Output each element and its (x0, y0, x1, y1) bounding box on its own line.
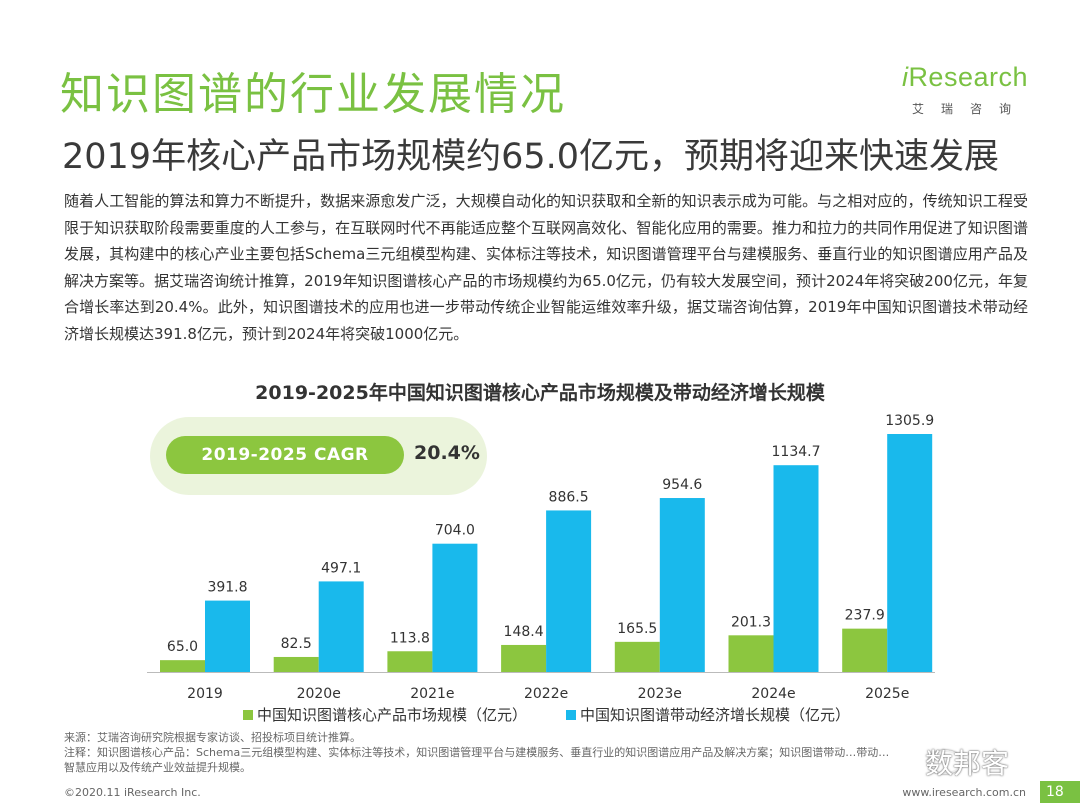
page-number: 18 (1040, 781, 1080, 803)
bar-economic-growth (205, 600, 250, 672)
legend-swatch (566, 710, 576, 720)
x-tick-label: 2020e (297, 686, 341, 702)
bar-core-market (387, 651, 433, 672)
bar-core-market (614, 641, 660, 672)
watermark: 数邦客 (925, 747, 1010, 780)
data-label-economic-growth: 1134.7 (772, 444, 821, 460)
bar-economic-growth (318, 581, 364, 672)
x-tick-label: 2022e (524, 686, 568, 702)
x-tick-label: 2024e (751, 686, 795, 702)
logo-wordmark: iResearch (901, 62, 1028, 92)
bar-economic-growth (659, 498, 705, 672)
iresearch-logo: iResearch 艾瑞咨询 (893, 58, 1028, 128)
data-label-core-market: 82.5 (281, 636, 312, 652)
bar-core-market (501, 644, 547, 672)
data-label-economic-growth: 1305.9 (885, 413, 934, 429)
bar-core-market (842, 628, 888, 672)
legend-swatch (243, 710, 253, 720)
footer-url: www.iresearch.com.cn (902, 786, 1026, 799)
page-title: 知识图谱的行业发展情况 (60, 69, 566, 120)
bar-core-market (728, 635, 774, 672)
bar-economic-growth (887, 434, 933, 672)
data-label-core-market: 237.9 (845, 608, 885, 624)
legend-label: 中国知识图谱带动经济增长规模（亿元） (580, 706, 850, 724)
data-label-core-market: 65.0 (167, 639, 198, 655)
data-label-economic-growth: 391.8 (207, 580, 247, 596)
definition-note: 注释：知识图谱核心产品：Schema三元组模型构建、实体标注等技术，知识图谱管理… (64, 746, 890, 759)
x-tick-label: 2023e (638, 686, 682, 702)
bar-core-market (160, 660, 205, 672)
cagr-value: 20.4% (414, 442, 480, 464)
data-label-economic-growth: 497.1 (321, 560, 361, 576)
page-subtitle: 2019年核心产品市场规模约65.0亿元，预期将迎来快速发展 (62, 137, 1000, 177)
copyright: ©2020.11 iResearch Inc. (64, 786, 201, 799)
data-label-core-market: 113.8 (390, 630, 430, 646)
bar-economic-growth (546, 510, 592, 672)
chart-title: 2019-2025年中国知识图谱核心产品市场规模及带动经济增长规模 (255, 382, 825, 404)
description-paragraph: 随着人工智能的算法和算力不断提升，数据来源愈发广泛，大规模自动化的知识获取和全新… (64, 192, 1028, 343)
bar-core-market (273, 656, 319, 672)
wechat-icon (928, 750, 962, 774)
cagr-label: 2019-2025 CAGR (166, 436, 404, 474)
x-tick-label: 2025e (865, 686, 909, 702)
x-tick-label: 2021e (410, 686, 454, 702)
bar-economic-growth (432, 543, 478, 672)
data-label-core-market: 165.5 (617, 621, 657, 637)
data-label-economic-growth: 886.5 (549, 489, 589, 505)
data-label-core-market: 148.4 (504, 624, 544, 640)
x-tick-label: 2019 (187, 686, 223, 702)
data-label-economic-growth: 704.0 (435, 523, 475, 539)
definition-note-continued: 智慧应用以及传统产业效益提升规模。 (64, 761, 251, 774)
data-label-core-market: 201.3 (731, 614, 771, 630)
source-note: 来源：艾瑞咨询研究院根据专家访谈、招投标项目统计推算。 (64, 731, 361, 744)
footnotes: 来源：艾瑞咨询研究院根据专家访谈、招投标项目统计推算。 注释：知识图谱核心产品：… (64, 730, 1064, 775)
logo-chinese-name: 艾瑞咨询 (911, 102, 1028, 116)
bar-economic-growth (773, 465, 819, 672)
data-label-economic-growth: 954.6 (662, 477, 702, 493)
legend-label: 中国知识图谱核心产品市场规模（亿元） (257, 706, 527, 724)
